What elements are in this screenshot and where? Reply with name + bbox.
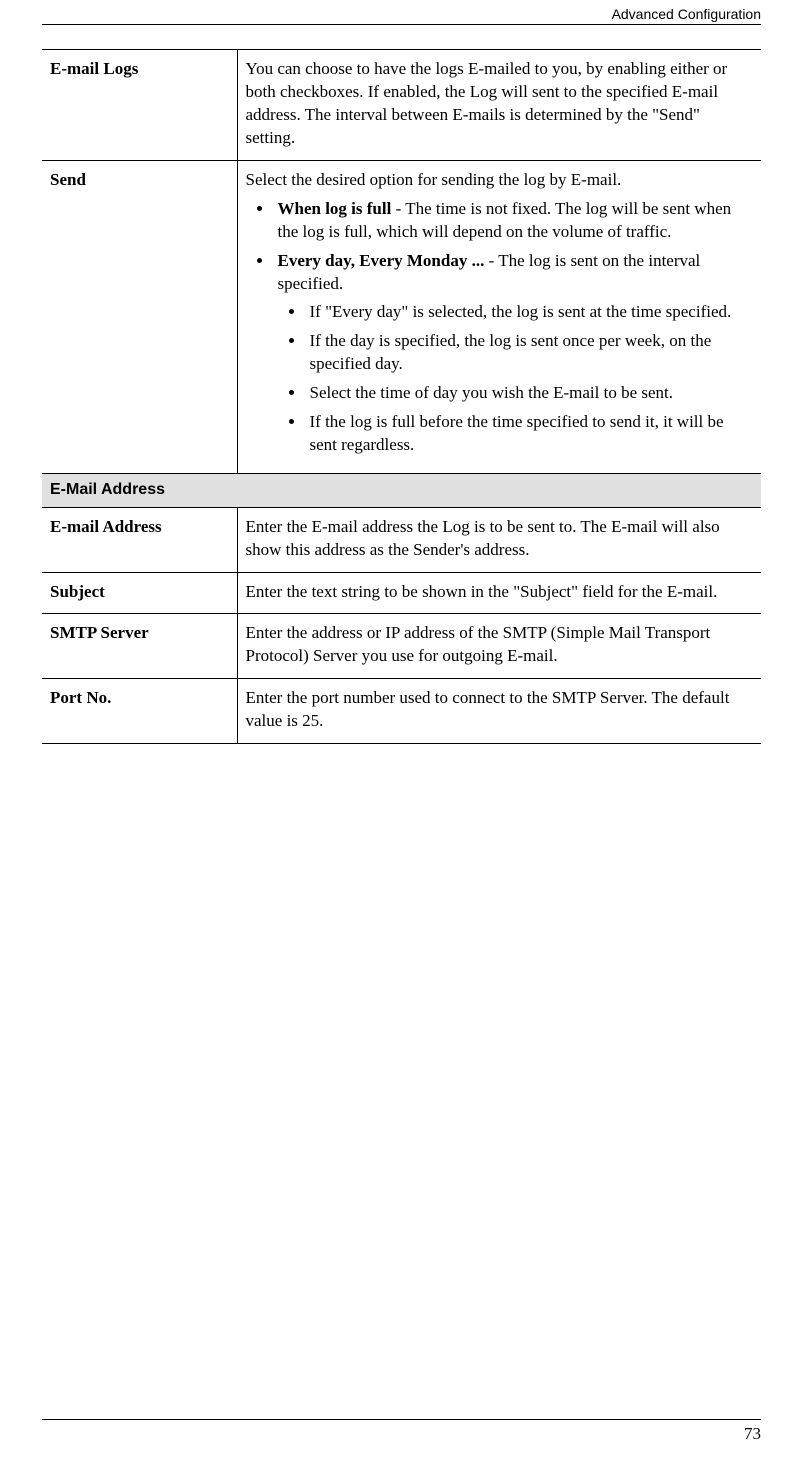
table-row: Send Select the desired option for sendi…	[42, 160, 761, 473]
row-description: Select the desired option for sending th…	[237, 160, 761, 473]
page-header: Advanced Configuration	[42, 0, 761, 25]
row-label: Send	[42, 160, 237, 473]
page-number: 73	[744, 1424, 761, 1443]
list-item: Select the time of day you wish the E-ma…	[306, 382, 754, 405]
row-label: E-mail Address	[42, 507, 237, 572]
list-item: Every day, Every Monday ... - The log is…	[274, 250, 754, 458]
table-row: E-mail Address Enter the E-mail address …	[42, 507, 761, 572]
settings-table: E-mail Logs You can choose to have the l…	[42, 49, 761, 744]
row-description: Enter the text string to be shown in the…	[237, 572, 761, 614]
send-sub-bullet-list: If "Every day" is selected, the log is s…	[278, 301, 754, 457]
row-label: Port No.	[42, 679, 237, 744]
row-description: Enter the E-mail address the Log is to b…	[237, 507, 761, 572]
header-title: Advanced Configuration	[612, 6, 761, 22]
table-row: Subject Enter the text string to be show…	[42, 572, 761, 614]
bullet-bold: When log is full	[278, 199, 392, 218]
table-row: E-mail Logs You can choose to have the l…	[42, 50, 761, 161]
page-footer: 73	[42, 1419, 761, 1444]
list-item: When log is full - The time is not fixed…	[274, 198, 754, 244]
list-item: If the log is full before the time speci…	[306, 411, 754, 457]
row-label: E-mail Logs	[42, 50, 237, 161]
table-row: SMTP Server Enter the address or IP addr…	[42, 614, 761, 679]
row-description: Enter the address or IP address of the S…	[237, 614, 761, 679]
row-label: SMTP Server	[42, 614, 237, 679]
section-title: E-Mail Address	[42, 474, 761, 508]
section-header-row: E-Mail Address	[42, 474, 761, 508]
row-description: Enter the port number used to connect to…	[237, 679, 761, 744]
table-row: Port No. Enter the port number used to c…	[42, 679, 761, 744]
page-content: Advanced Configuration E-mail Logs You c…	[0, 0, 803, 744]
send-intro: Select the desired option for sending th…	[246, 169, 754, 192]
row-label: Subject	[42, 572, 237, 614]
bullet-bold: Every day, Every Monday ...	[278, 251, 485, 270]
list-item: If "Every day" is selected, the log is s…	[306, 301, 754, 324]
row-description: You can choose to have the logs E-mailed…	[237, 50, 761, 161]
list-item: If the day is specified, the log is sent…	[306, 330, 754, 376]
send-bullet-list: When log is full - The time is not fixed…	[246, 198, 754, 457]
